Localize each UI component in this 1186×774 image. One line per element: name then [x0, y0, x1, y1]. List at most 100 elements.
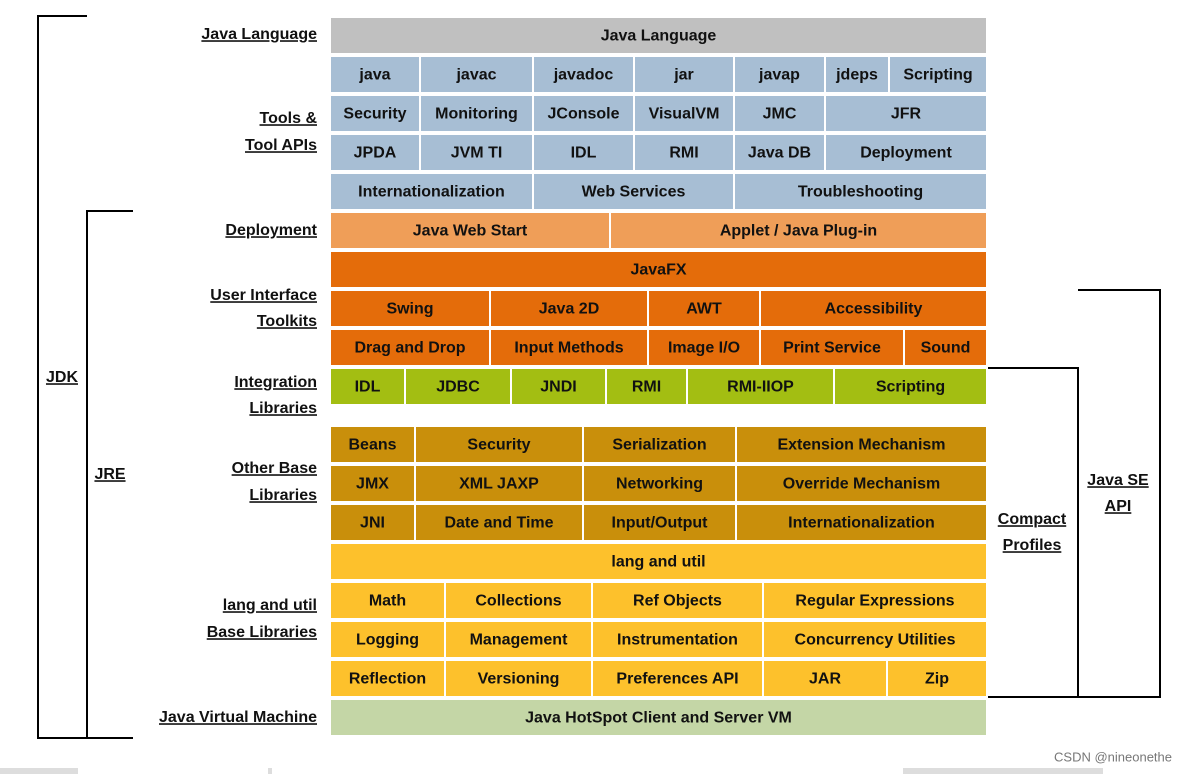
cell-label: Internationalization [358, 184, 505, 201]
cell [582, 503, 737, 542]
cell-label: Deployment [860, 145, 952, 162]
layer-label: Java Language [201, 26, 317, 43]
cell-label: RMI [669, 145, 698, 162]
cell [762, 581, 988, 620]
cell-label: Logging [356, 632, 419, 649]
bracket-label: JRE [94, 466, 125, 483]
bracket-label: JDK [46, 369, 78, 386]
cell [647, 328, 761, 367]
cell [419, 133, 534, 172]
cell [532, 172, 735, 211]
cell-label: Zip [925, 671, 949, 688]
cell [329, 464, 416, 503]
cell [759, 289, 988, 328]
cell-label: RMI-IIOP [727, 379, 794, 396]
cell-label: Sound [921, 340, 971, 357]
cell-label: JNI [360, 515, 385, 532]
cell-label: Drag and Drop [354, 340, 465, 357]
cell-label: Reflection [349, 671, 426, 688]
cell-label: Preferences API [616, 671, 738, 688]
layer-label: Integration [234, 374, 317, 391]
jdk-bracket [37, 15, 133, 739]
cell [329, 542, 988, 581]
cell [591, 620, 764, 659]
cell-label: Management [470, 632, 568, 649]
cell [833, 367, 988, 406]
cell [582, 425, 737, 464]
cell [686, 367, 835, 406]
cell [886, 659, 988, 698]
edge-artifact [903, 768, 1103, 774]
cell-label: Beans [348, 437, 396, 454]
cell-label: Java DB [748, 145, 811, 162]
cell-label: VisualVM [649, 106, 720, 123]
cell-label: XML JAXP [459, 476, 539, 493]
cell-label: Date and Time [444, 515, 553, 532]
cell [444, 620, 593, 659]
cell-label: JNDI [540, 379, 576, 396]
cell-label: Java 2D [539, 301, 600, 318]
cell-label: Image I/O [668, 340, 740, 357]
cell-label: Troubleshooting [798, 184, 923, 201]
cell [762, 620, 988, 659]
cell-label: JMC [763, 106, 797, 123]
cell-label: jdeps [835, 67, 878, 84]
layer-label: Java Virtual Machine [159, 709, 317, 726]
cell-label: Versioning [478, 671, 560, 688]
cell-label: JavaFX [630, 262, 686, 279]
cell [733, 55, 826, 94]
cell-label: JAR [809, 671, 841, 688]
cell [329, 581, 446, 620]
cell [419, 55, 534, 94]
watermark: CSDN @nineonethe [1054, 749, 1172, 764]
cell [888, 55, 988, 94]
cell-label: Swing [386, 301, 433, 318]
cell [609, 211, 988, 250]
cell-label: Extension Mechanism [777, 437, 945, 454]
cell-label: Serialization [612, 437, 706, 454]
cell-label: javadoc [553, 67, 614, 84]
layer-label: User Interface [210, 287, 317, 304]
cell-label: javac [455, 67, 496, 84]
cell-label: JPDA [354, 145, 397, 162]
layer-label: lang and util [223, 597, 317, 614]
cell [735, 503, 988, 542]
cell-label: Override Mechanism [783, 476, 940, 493]
cell-label: Applet / Java Plug-in [720, 223, 877, 240]
cell-label: Security [467, 437, 530, 454]
edge-artifact [268, 768, 272, 774]
cell-label: Ref Objects [633, 593, 722, 610]
layer-label: Toolkits [257, 313, 317, 330]
cell-label: Java Web Start [413, 223, 528, 240]
jre-bracket [86, 210, 133, 738]
cell [329, 172, 534, 211]
cell [329, 620, 446, 659]
cell [329, 133, 421, 172]
cell [329, 328, 491, 367]
cell [735, 464, 988, 503]
cell-label: Monitoring [435, 106, 518, 123]
cell-label: JConsole [547, 106, 619, 123]
cell [824, 133, 988, 172]
layer-label: Deployment [225, 222, 317, 239]
cell [735, 425, 988, 464]
cell-label: Regular Expressions [795, 593, 954, 610]
cell-label: Input/Output [612, 515, 709, 532]
cell [824, 55, 890, 94]
cell [591, 659, 764, 698]
cell-label: Scripting [903, 67, 972, 84]
cell [532, 94, 635, 133]
cell [444, 659, 593, 698]
cell-label: AWT [686, 301, 722, 318]
cell-label: Scripting [876, 379, 945, 396]
cell [329, 16, 988, 55]
cell-label: IDL [571, 145, 597, 162]
edge-artifact [0, 768, 78, 774]
cell-label: Security [343, 106, 406, 123]
cell [591, 581, 764, 620]
bracket-label: Compact [998, 511, 1067, 528]
cell-label: RMI [632, 379, 661, 396]
layer-label: Tool APIs [245, 137, 317, 154]
cell-label: jar [673, 67, 694, 84]
cell-label: Print Service [783, 340, 881, 357]
